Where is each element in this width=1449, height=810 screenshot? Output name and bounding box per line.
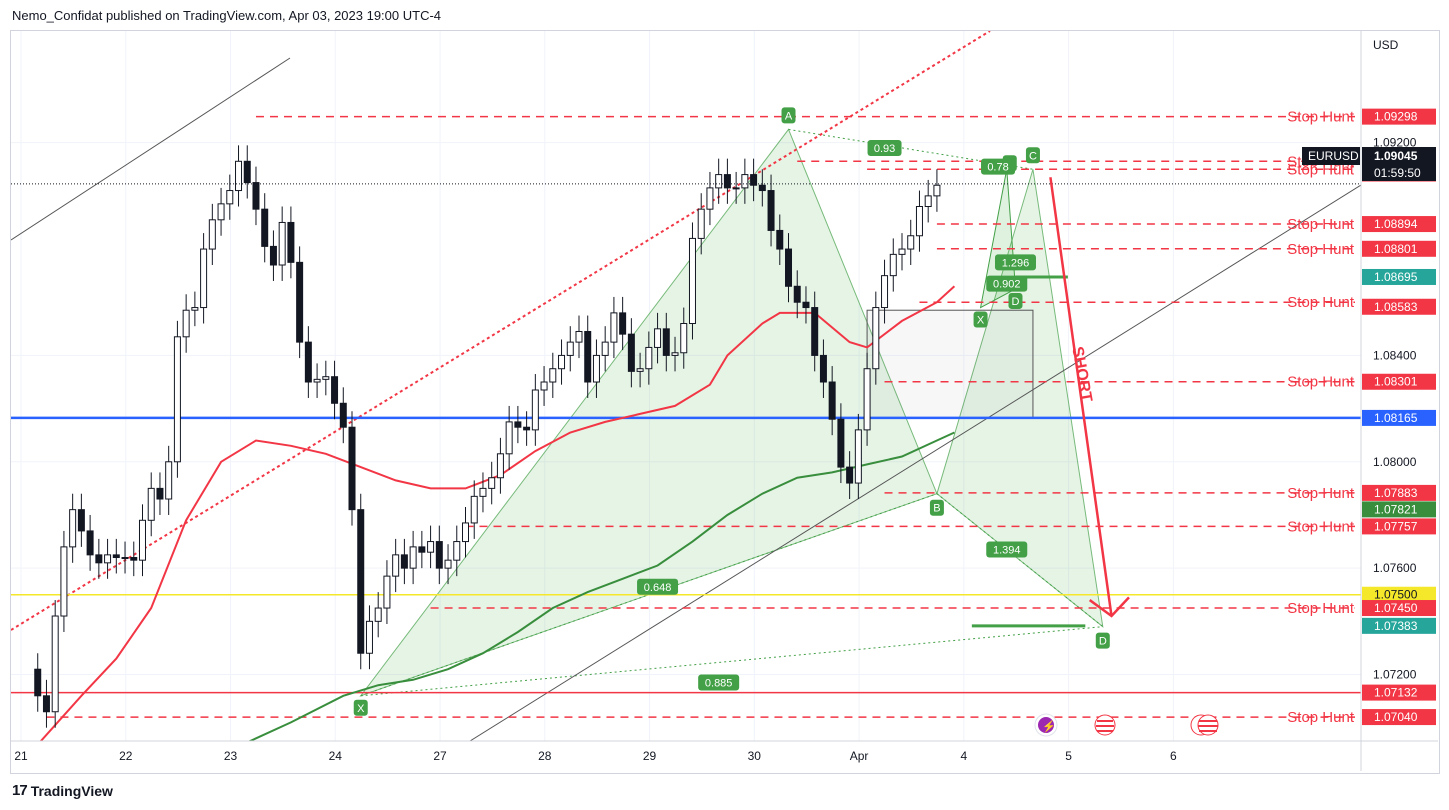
low-value: 1.09040 <box>343 40 387 54</box>
open-label: O <box>218 40 229 54</box>
high-value: 1.09045 <box>286 40 331 54</box>
high-label: H <box>278 40 287 54</box>
close-value: 1.09045 <box>402 40 446 54</box>
tradingview-logo[interactable]: 17 TradingView <box>12 782 113 799</box>
open-value: 1.09040 <box>228 40 272 54</box>
ohlc-legend: Euro / U.S. Dollar, 2h, FOREX.com O1.090… <box>22 40 555 54</box>
low-label: L <box>336 40 344 54</box>
close-label: C <box>393 40 403 54</box>
tradingview-logo-icon: 17 <box>12 782 28 799</box>
symbol-description: Euro / U.S. Dollar, 2h, FOREX.com <box>22 40 209 54</box>
chart-frame[interactable] <box>10 30 1440 774</box>
publisher-line: Nemo_Confidat published on TradingView.c… <box>12 8 442 23</box>
tradingview-logo-text: TradingView <box>30 782 113 799</box>
change-value: +0.00005 (+0.00%) <box>452 40 556 54</box>
